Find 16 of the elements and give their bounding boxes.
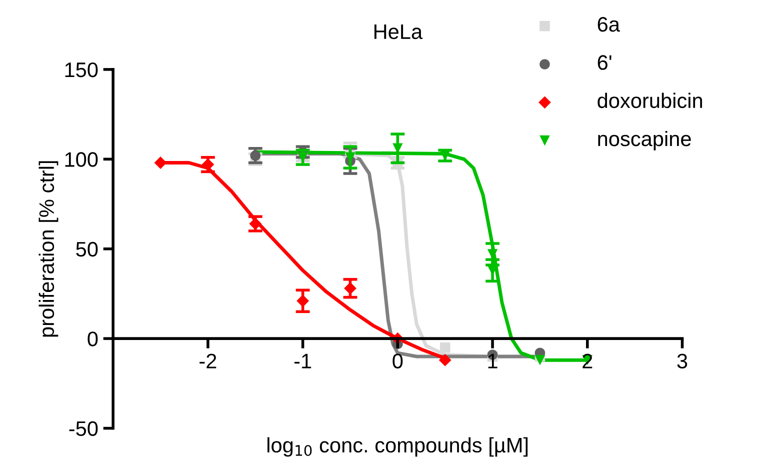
- legend-label: doxorubicin: [598, 92, 702, 108]
- x-axis-title: log$_{10}$ conc. compounds [µM]: [268, 437, 528, 457]
- y-tick-label: -50: [69, 421, 98, 436]
- legend-label: noscapine: [598, 130, 691, 150]
- chart-title: HeLa: [374, 24, 423, 40]
- y-tick-label: 0: [88, 332, 98, 346]
- x-tick-label: -1: [294, 354, 312, 368]
- y-axis-title: proliferation [% ctrl]: [38, 161, 58, 337]
- legend-label: 6': [598, 55, 612, 70]
- x-tick-label: 0: [392, 354, 403, 368]
- y-tick-label: 50: [76, 242, 98, 257]
- y-tick-label: 150: [65, 62, 98, 78]
- legend-label: 6a: [598, 16, 620, 32]
- x-tick-label: 3: [677, 354, 688, 368]
- x-tick-label: -2: [200, 354, 216, 368]
- y-tick-label: 100: [65, 152, 98, 167]
